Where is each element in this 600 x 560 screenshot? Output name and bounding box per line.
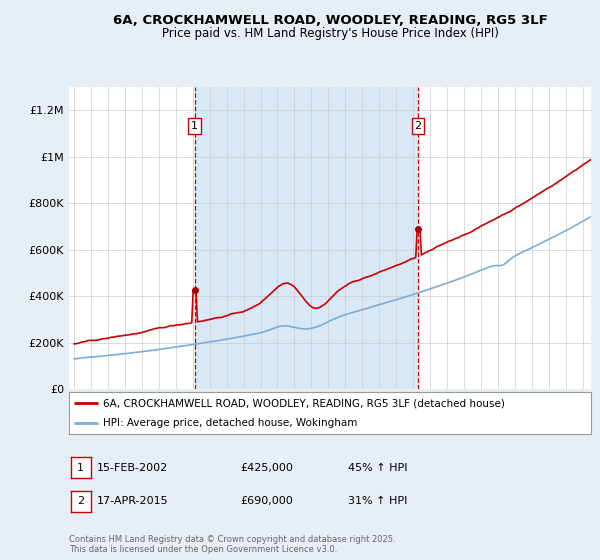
Text: HPI: Average price, detached house, Wokingham: HPI: Average price, detached house, Woki… [103, 418, 358, 428]
Text: 6A, CROCKHAMWELL ROAD, WOODLEY, READING, RG5 3LF (detached house): 6A, CROCKHAMWELL ROAD, WOODLEY, READING,… [103, 398, 505, 408]
Text: Contains HM Land Registry data © Crown copyright and database right 2025.
This d: Contains HM Land Registry data © Crown c… [69, 535, 395, 554]
Text: 17-APR-2015: 17-APR-2015 [97, 496, 168, 506]
Text: 1: 1 [191, 121, 198, 131]
Text: 6A, CROCKHAMWELL ROAD, WOODLEY, READING, RG5 3LF: 6A, CROCKHAMWELL ROAD, WOODLEY, READING,… [113, 14, 547, 27]
Text: 15-FEB-2002: 15-FEB-2002 [97, 463, 168, 473]
Text: 45% ↑ HPI: 45% ↑ HPI [348, 463, 407, 473]
Text: £690,000: £690,000 [240, 496, 293, 506]
Text: 31% ↑ HPI: 31% ↑ HPI [348, 496, 407, 506]
Text: 2: 2 [77, 496, 84, 506]
Text: 2: 2 [415, 121, 422, 131]
Text: £425,000: £425,000 [240, 463, 293, 473]
Text: 1: 1 [77, 463, 84, 473]
Bar [195, 87, 418, 389]
Text: Price paid vs. HM Land Registry's House Price Index (HPI): Price paid vs. HM Land Registry's House … [161, 27, 499, 40]
